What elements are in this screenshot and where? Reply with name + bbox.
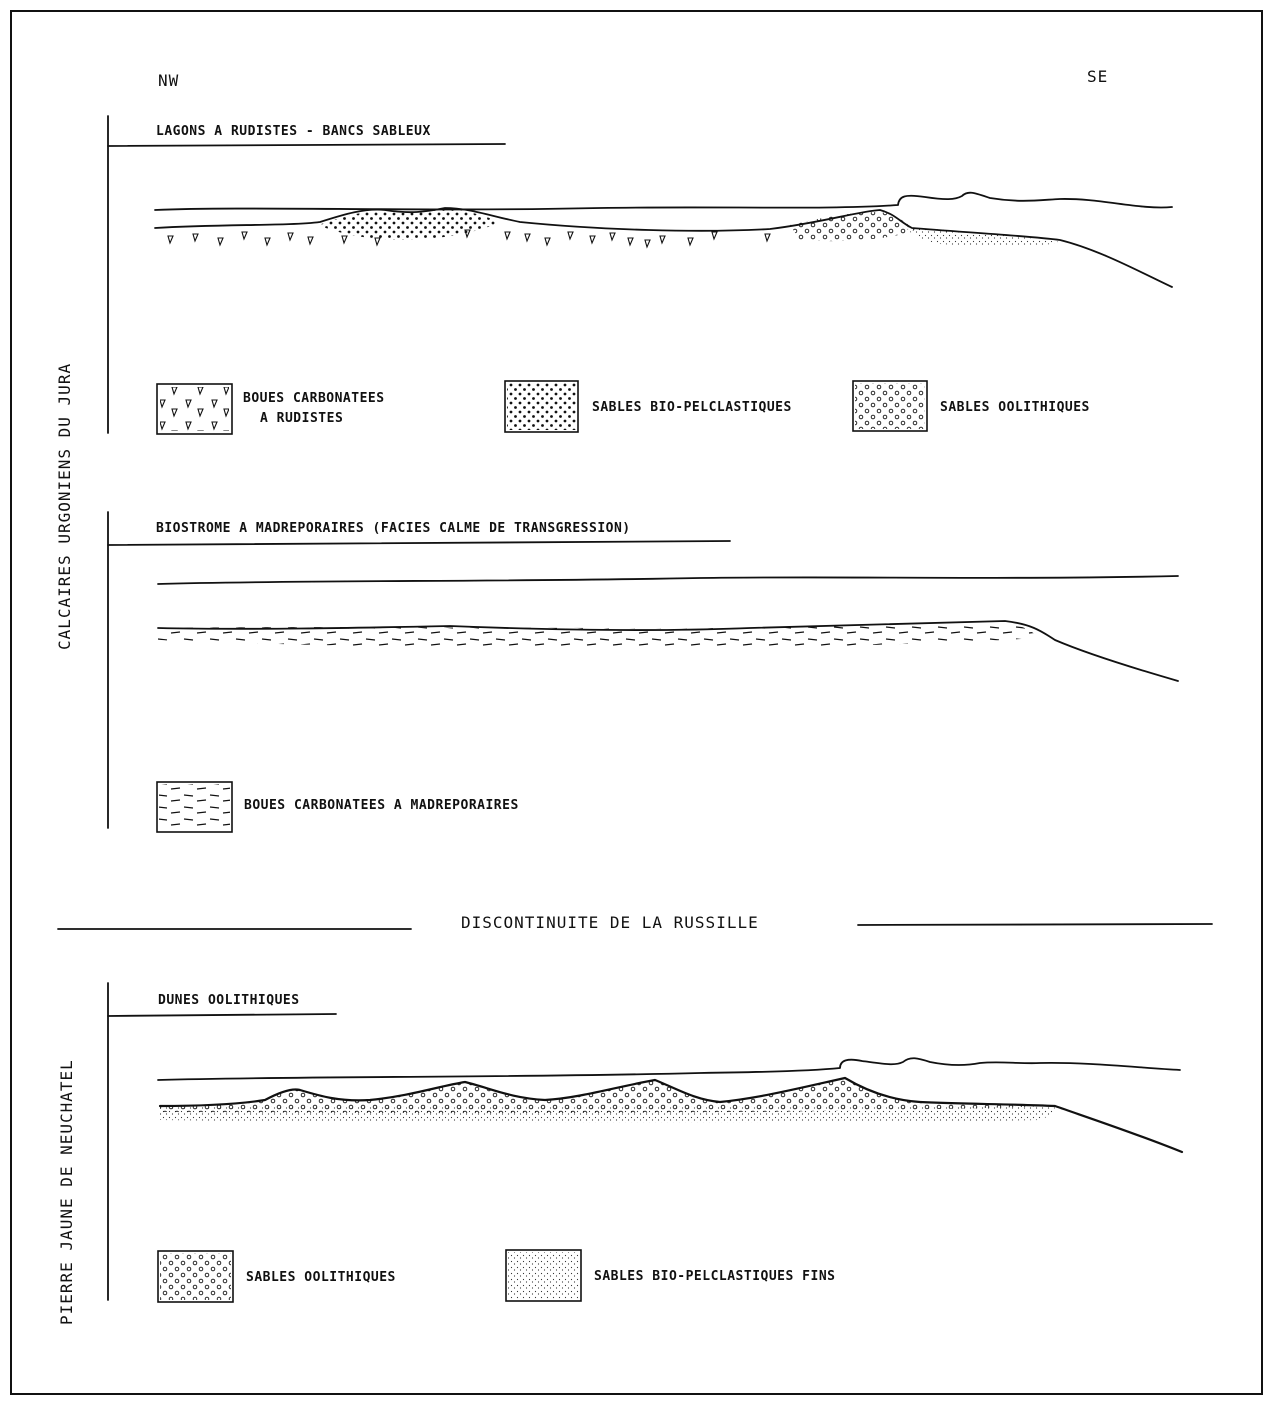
sea-surface [157,575,1179,585]
bioclastic-sand-body [318,209,500,240]
section-label-urgonian: CALCAIRES URGONIENS DU JURA [55,363,74,650]
panel-title-biostrome: BIOSTROME A MADREPORAIRES (FACIES CALME … [156,521,631,536]
legend-oolitic-sand: SABLES OOLITHIQUES [157,1250,396,1303]
panel-dunes: DUNES OOLITHIQUES SABLES OOLITHIQUES SAB… [107,993,1184,1303]
title-underline [107,540,731,546]
panel-biostrome: BIOSTROME A MADREPORAIRES (FACIES CALME … [107,521,1179,833]
sediment-interface [157,620,1179,682]
legend-label: A RUDISTES [260,411,343,426]
title-underline [107,143,506,147]
legend-label: BOUES CARBONATEES [243,391,385,406]
legend-label: SABLES BIO-PELCLASTIQUES [592,400,792,415]
section-label-pierre-jaune: PIERRE JAUNE DE NEUCHATEL [57,1059,76,1325]
panel-title-dunes: DUNES OOLITHIQUES [158,993,300,1008]
legend-label: SABLES OOLITHIQUES [940,400,1090,415]
discontinuity: DISCONTINUITE DE LA RUSSILLE [57,913,1213,932]
legend-fine-bioclastic-sand: SABLES BIO-PELCLASTIQUES FINS [505,1249,835,1302]
madreporarian-mud-body [158,621,1040,649]
discontinuity-label: DISCONTINUITE DE LA RUSSILLE [461,913,759,932]
legend-madreporarian-mud: BOUES CARBONATEES A MADREPORAIRES [156,781,519,833]
nw-label: NW [158,71,179,90]
legend-rudist: BOUES CARBONATEES A RUDISTES [156,383,385,435]
legend-label: BOUES CARBONATEES A MADREPORAIRES [244,798,519,813]
panel-lagoon: LAGONS A RUDISTES - BANCS SABLEUX [107,124,1173,435]
dune-crest-line [158,1076,1184,1154]
discontinuity-line-right [857,923,1213,926]
panel-title-lagoon: LAGONS A RUDISTES - BANCS SABLEUX [156,124,431,139]
legend-label: SABLES OOLITHIQUES [246,1270,396,1285]
oolitic-dunes [160,1078,1055,1114]
legend-oolitic-sand: SABLES OOLITHIQUES [852,380,1090,432]
figure-frame [10,10,1263,1395]
sea-surface [154,191,1173,211]
oolitic-bank [790,212,915,242]
sediment-interface [154,207,1173,288]
rudist-scatter [167,229,771,249]
legend-label: SABLES BIO-PELCLASTIQUES FINS [594,1269,835,1284]
sea-surface [157,1057,1181,1081]
legend-bioclastic-sand: SABLES BIO-PELCLASTIQUES [504,380,792,433]
se-label: SE [1087,67,1108,86]
title-underline [107,1013,337,1017]
